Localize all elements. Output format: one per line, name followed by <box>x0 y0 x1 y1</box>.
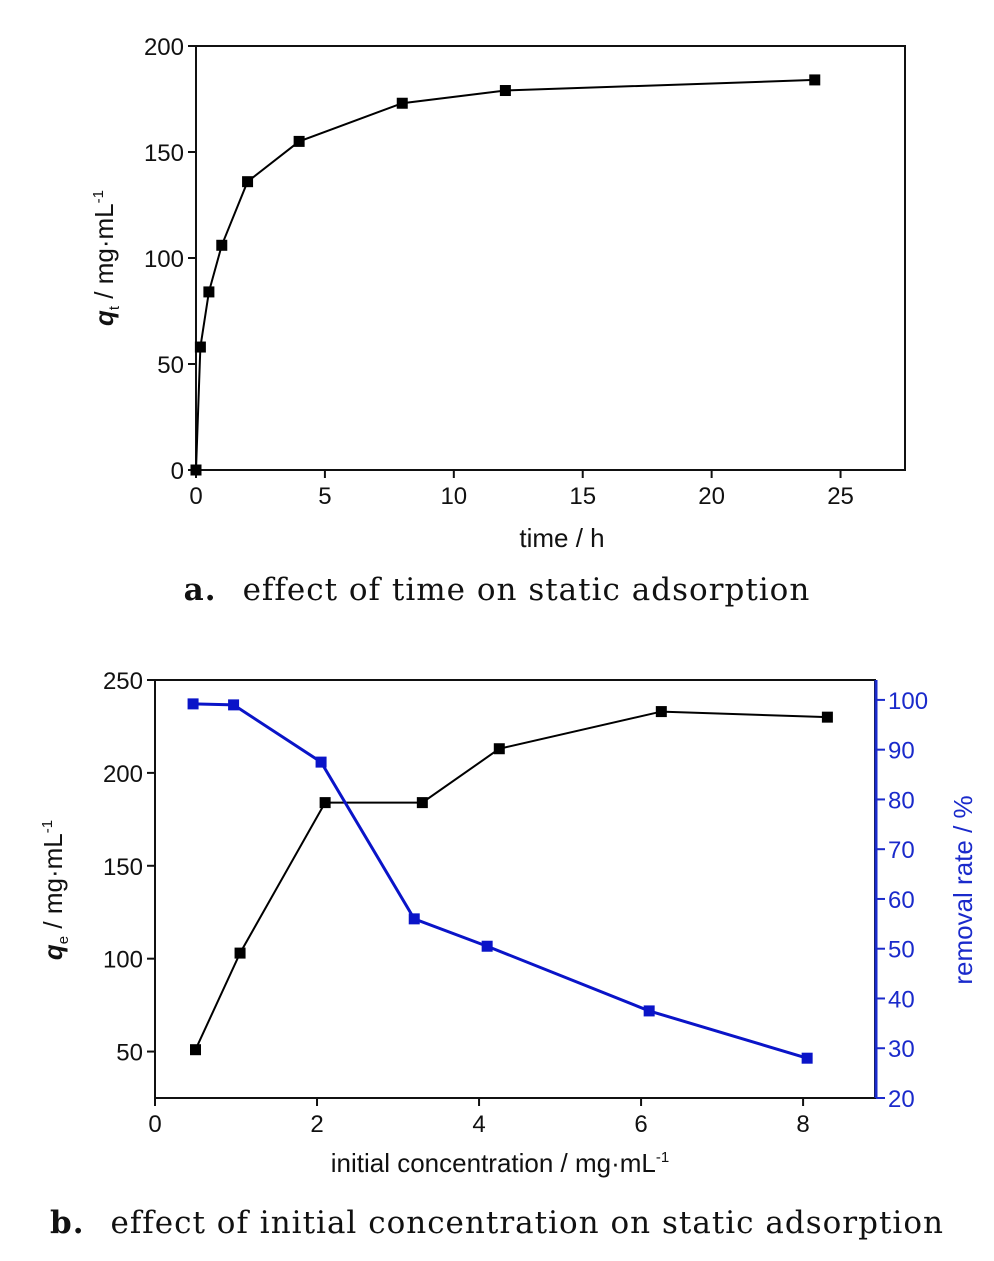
chart-a-series-0-point <box>396 97 408 109</box>
chart-b-right-tick-label: 80 <box>888 787 915 814</box>
chart-b-y-tick-label: 50 <box>116 1040 143 1067</box>
chart-b-y-axis-label: qe / mg·mL-1 <box>38 820 72 960</box>
chart-b-series-0-point <box>493 743 505 755</box>
chart-b-right-axis-label: removal rate / % <box>948 795 978 984</box>
chart-b-series-0-point <box>821 711 833 723</box>
chart-b-x-tick-label: 0 <box>148 1111 161 1138</box>
chart-a-x-tick-label: 25 <box>827 483 854 510</box>
chart-b-right-tick-label: 60 <box>888 887 915 914</box>
chart-b-right-tick-label: 90 <box>888 738 915 765</box>
chart-b-x-tick-label: 2 <box>310 1111 323 1138</box>
chart-b-right-tick-label: 20 <box>888 1086 915 1113</box>
chart-b-x-tick-label: 4 <box>472 1111 485 1138</box>
chart-b-series-1-point <box>643 1005 655 1017</box>
caption-b-label: b. <box>50 1205 85 1241</box>
chart-a-x-tick-label: 5 <box>318 483 331 510</box>
caption-a-text: effect of time on static adsorption <box>242 572 811 608</box>
chart-b-series-0-line <box>194 710 828 1051</box>
chart-b-right-tick-label: 50 <box>888 937 915 964</box>
chart-b-frame <box>154 679 876 1099</box>
chart-b-series-0-point <box>416 797 428 809</box>
chart-a-y-tick-label: 100 <box>144 246 184 273</box>
chart-b-right-tick-label: 30 <box>888 1036 915 1063</box>
chart-a-y-tick-label: 50 <box>157 352 184 379</box>
chart-b-series-0-point <box>319 797 331 809</box>
chart-a-frame <box>195 45 906 471</box>
chart-a-x-tick-label: 0 <box>189 483 202 510</box>
chart-b-right-tick-label: 70 <box>888 837 915 864</box>
chart-b-x-tick-label: 8 <box>796 1111 809 1138</box>
chart-a: 0 5 10 15 20 25 0 50 100 150 200 time / h qt / mg… <box>89 34 906 553</box>
chart-b-y-tick-label: 150 <box>103 854 143 881</box>
chart-a-x-tick-label: 15 <box>569 483 596 510</box>
caption-b: b. effect of initial concentration on sta… <box>0 1205 994 1241</box>
chart-b-series-0-point <box>190 1044 202 1056</box>
chart-b-series-1-point <box>187 698 199 710</box>
chart-a-series-0-point <box>293 135 305 147</box>
chart-a-series-0-point <box>190 464 202 476</box>
chart-a-y-tick-label: 200 <box>144 34 184 61</box>
chart-a-series-0-point <box>242 176 254 188</box>
chart-a-series-0-point <box>203 286 215 298</box>
chart-b-series-0-point <box>234 947 246 959</box>
chart-a-x-tick-label: 10 <box>440 483 467 510</box>
chart-a-series-0-point <box>499 85 511 97</box>
chart-a-y-tick-label: 0 <box>171 458 184 485</box>
chart-a-series-0-line <box>195 78 815 471</box>
chart-b-right-tick-label: 40 <box>888 986 915 1013</box>
chart-b-y-tick-label: 250 <box>103 668 143 695</box>
chart-b-series-1-point <box>408 913 420 925</box>
chart-b-series-1-point <box>481 940 493 952</box>
chart-b-series-0-point <box>655 706 667 718</box>
chart-a-x-axis-label: time / h <box>519 523 604 553</box>
chart-b-series-1-point <box>228 699 240 711</box>
chart-b-y-tick-label: 200 <box>103 761 143 788</box>
chart-b-series-1-line <box>193 702 808 1060</box>
chart-b: 0 2 4 6 8 50 100 150 200 250 20 30 40 50 60 70 80 90 100… <box>38 668 978 1178</box>
caption-a-label: a. <box>183 572 217 608</box>
chart-a-y-tick-label: 150 <box>144 140 184 167</box>
chart-b-series-1-point <box>315 756 327 768</box>
chart-b-x-tick-label: 6 <box>634 1111 647 1138</box>
chart-b-x-axis-label: initial concentration / mg·mL-1 <box>331 1148 669 1178</box>
chart-a-series-0-point <box>216 239 228 251</box>
chart-b-y-tick-label: 100 <box>103 947 143 974</box>
caption-a: a. effect of time on static adsorption <box>0 572 994 608</box>
chart-a-x-tick-label: 20 <box>698 483 725 510</box>
chart-b-right-tick-label: 100 <box>888 688 928 715</box>
chart-a-y-axis-label: qt / mg·mL-1 <box>89 190 123 326</box>
chart-a-series-0-point <box>194 341 206 353</box>
caption-b-text: effect of initial concentration on stati… <box>110 1205 944 1241</box>
chart-b-series-1-point <box>801 1052 813 1064</box>
chart-a-series-0-point <box>809 74 821 86</box>
